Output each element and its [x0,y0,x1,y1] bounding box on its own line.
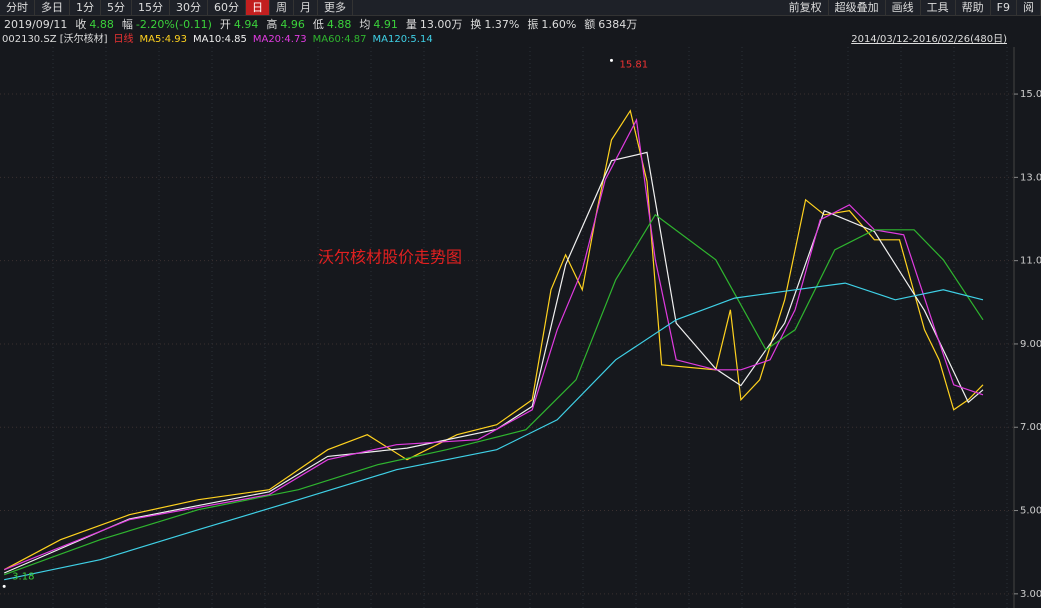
info-label: 换 [470,18,482,31]
info-label: 开 [219,18,231,31]
info-label: 额 [584,18,596,31]
info-bar: 2019/09/11 收 4.88 幅 -2.20%(-0.11) 开 4.94 高 4.96 低… [0,16,1041,33]
date-range[interactable]: 2014/03/12-2016/02/26(480日) [851,34,1007,45]
toolbar-button[interactable]: 30分 [170,0,208,15]
toolbar-button[interactable]: 5分 [101,0,132,15]
info-value: 4.91 [373,18,398,31]
toolbar-button[interactable]: 前复权 [783,0,829,15]
ma-line [3,151,984,574]
toolbar-button[interactable]: 周 [270,0,294,15]
spacer [353,0,783,15]
y-tick-label: 13.00 [1020,172,1041,183]
toolbar-button[interactable]: F9 [991,0,1017,15]
toolbar-button[interactable]: 分时 [0,0,35,15]
info-label: 振 [527,18,539,31]
toolbar-button[interactable]: 15分 [132,0,170,15]
date: 2019/09/11 [4,18,68,31]
toolbar-button[interactable]: 多日 [35,0,70,15]
legend-entry: MA5:4.93 [139,34,188,45]
info-value: 4.94 [233,18,259,31]
legend-bar: 002130.SZ [沃尔核材] 日线 MA5:4.93 MA10:4.85 MA20:… [0,33,1041,47]
toolbar: 分时 多日 1分 5分 15分 30分 60分日周月更多 前复权 超级叠加 画线 工具 帮助 F9 阅 [0,0,1041,16]
info-label: 幅 [121,18,133,31]
extreme-label: 15.81 [619,59,648,70]
info-label: 均 [359,18,371,31]
info-value: 1.60% [541,18,577,31]
info-value: -2.20%(-0.11) [135,18,212,31]
y-tick-label: 7.00 [1020,422,1041,433]
ma-line [3,109,984,571]
extreme-mark [2,584,6,588]
toolbar-button[interactable]: 帮助 [956,0,991,15]
info-label: 高 [266,18,278,31]
legend-entry: MA120:5.14 [372,34,433,45]
toolbar-button[interactable]: 超级叠加 [829,0,886,15]
toolbar-button[interactable]: 月 [294,0,318,15]
info-value: 6384万 [598,18,638,31]
ma-line [3,117,984,571]
toolbar-button[interactable]: 画线 [886,0,921,15]
info-value: 1.37% [484,18,520,31]
toolbar-button[interactable]: 60分 [208,0,246,15]
info-label: 低 [312,18,324,31]
info-value: 4.88 [326,18,352,31]
legend-entry: MA60:4.87 [312,34,367,45]
legend-entry: MA20:4.73 [252,34,307,45]
y-tick-label: 3.00 [1020,589,1041,600]
toolbar-button[interactable]: 1分 [70,0,101,15]
info-label: 量 [405,18,417,31]
y-tick-label: 11.00 [1020,256,1041,267]
info-label: 收 [75,18,87,31]
extreme-label: 3.18 [12,571,34,582]
extreme-mark [609,58,613,62]
ma-line [4,282,984,581]
y-tick-label: 9.00 [1020,339,1041,350]
toolbar-button[interactable]: 日 [246,0,270,15]
period: 日线 [113,34,134,45]
y-tick-label: 5.00 [1020,506,1041,517]
ma-line [3,213,984,576]
stock-code: 002130.SZ [沃尔核材] [2,34,108,45]
chart-title: 沃尔核材股价走势图 [318,248,462,267]
toolbar-button[interactable]: 阅 [1017,0,1041,15]
info-value: 13.00万 [419,18,463,31]
legend-entry: MA10:4.85 [193,34,247,45]
y-tick-label: 15.00 [1020,89,1041,100]
info-value: 4.88 [89,18,114,31]
toolbar-button[interactable]: 工具 [921,0,956,15]
info-value: 4.96 [280,18,305,31]
toolbar-button[interactable]: 更多 [318,0,353,15]
